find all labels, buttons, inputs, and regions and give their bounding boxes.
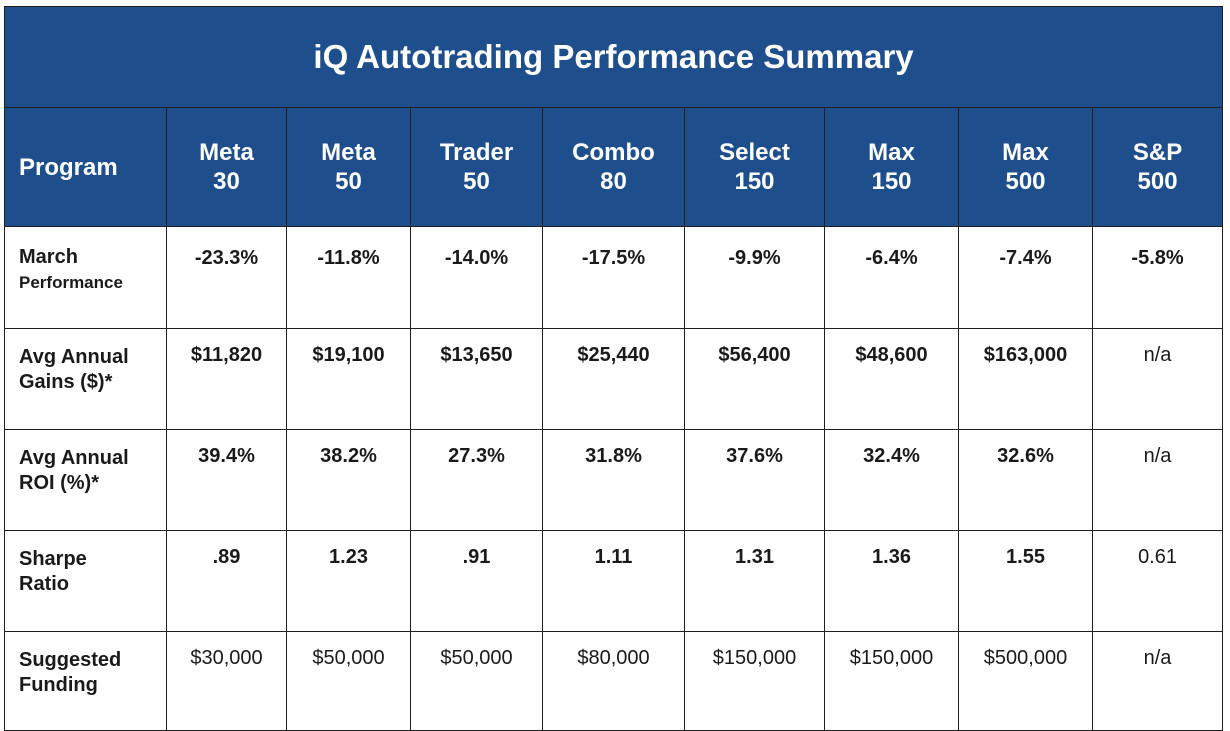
table-row-sharpe-ratio: Sharpe Ratio .89 1.23 .91 1.11 1.31 1.36 … — [4, 530, 1224, 632]
row-label: March Performance — [4, 226, 167, 329]
table-cell: 1.23 — [286, 530, 411, 632]
table-cell: -9.9% — [684, 226, 825, 329]
table-cell: n/a — [1091, 328, 1224, 430]
table-cell: -6.4% — [824, 226, 959, 329]
table-cell: .89 — [166, 530, 287, 632]
header-row: Program Meta 30 Meta 50 Trader 50 Combo 80 S… — [4, 107, 1224, 227]
table-cell: $13,650 — [410, 328, 543, 430]
table-cell: 31.8% — [542, 429, 685, 531]
table-cell: 1.11 — [542, 530, 685, 632]
header-max-150: Max 150 — [824, 107, 959, 227]
table-cell: -23.3% — [166, 226, 287, 329]
table-cell: $30,000 — [166, 631, 287, 731]
table-cell: $163,000 — [958, 328, 1093, 430]
table-cell: -7.4% — [958, 226, 1093, 329]
table-cell: -17.5% — [542, 226, 685, 329]
table-cell: $56,400 — [684, 328, 825, 430]
table-cell: $19,100 — [286, 328, 411, 430]
table-cell: $48,600 — [824, 328, 959, 430]
table-cell: $150,000 — [684, 631, 825, 731]
header-program: Program — [4, 107, 167, 227]
table-cell: $80,000 — [542, 631, 685, 731]
table-row-suggested-funding: Suggested Funding $30,000 $50,000 $50,000… — [4, 631, 1224, 731]
table-cell: -5.8% — [1091, 226, 1224, 329]
performance-table: iQ Autotrading Performance Summary Progr… — [3, 6, 1224, 731]
table-title: iQ Autotrading Performance Summary — [3, 6, 1224, 108]
table-cell: 39.4% — [166, 429, 287, 531]
table-cell: n/a — [1091, 631, 1224, 731]
table-cell: n/a — [1091, 429, 1224, 531]
table-cell: 0.61 — [1091, 530, 1224, 632]
table-row-march-performance: March Performance -23.3% -11.8% -14.0% -1… — [4, 226, 1224, 329]
row-label: Avg Annual Gains ($)* — [4, 328, 167, 430]
header-combo-80: Combo 80 — [542, 107, 685, 227]
table-cell: $50,000 — [410, 631, 543, 731]
header-sp-500: S&P 500 — [1091, 107, 1224, 227]
table-row-avg-annual-gains: Avg Annual Gains ($)* $11,820 $19,100 $13… — [4, 328, 1224, 430]
header-trader-50: Trader 50 — [410, 107, 543, 227]
table-cell: 1.36 — [824, 530, 959, 632]
header-select-150: Select 150 — [684, 107, 825, 227]
table-cell: $500,000 — [958, 631, 1093, 731]
table-row-avg-annual-roi: Avg Annual ROI (%)* 39.4% 38.2% 27.3% 31.… — [4, 429, 1224, 531]
table-cell: $50,000 — [286, 631, 411, 731]
table-cell: $25,440 — [542, 328, 685, 430]
row-label: Suggested Funding — [4, 631, 167, 731]
table-cell: -14.0% — [410, 226, 543, 329]
table-cell: .91 — [410, 530, 543, 632]
table-cell: -11.8% — [286, 226, 411, 329]
table-cell: $150,000 — [824, 631, 959, 731]
table-cell: 1.55 — [958, 530, 1093, 632]
row-label: Sharpe Ratio — [4, 530, 167, 632]
performance-summary: iQ Autotrading Performance Summary Progr… — [3, 6, 1224, 731]
table-cell: 37.6% — [684, 429, 825, 531]
table-cell: 1.31 — [684, 530, 825, 632]
header-max-500: Max 500 — [958, 107, 1093, 227]
table-cell: 38.2% — [286, 429, 411, 531]
table-cell: 32.6% — [958, 429, 1093, 531]
table-cell: 32.4% — [824, 429, 959, 531]
header-meta-50: Meta 50 — [286, 107, 411, 227]
header-meta-30: Meta 30 — [166, 107, 287, 227]
table-cell: $11,820 — [166, 328, 287, 430]
table-cell: 27.3% — [410, 429, 543, 531]
row-label: Avg Annual ROI (%)* — [4, 429, 167, 531]
